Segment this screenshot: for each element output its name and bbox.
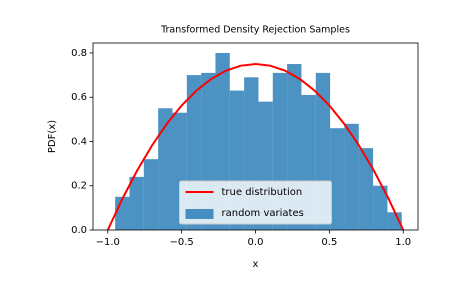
x-tick-label: 0.5 [321,237,337,248]
x-tick-label: −1.0 [96,237,120,248]
x-tick-label: 1.0 [395,237,411,248]
histogram-bar [158,108,173,230]
x-axis-label: x [253,259,259,270]
y-tick-label: 0.4 [71,136,87,147]
histogram-bar [358,148,374,230]
histogram-bar [330,128,345,230]
y-tick-label: 0.8 [71,48,87,59]
histogram-bar [387,212,402,230]
y-tick-label: 0.6 [71,92,87,103]
x-tick-label: 0.0 [248,237,264,248]
line [106,63,405,231]
histogram-bar [143,159,159,230]
legend-label: true distribution [222,187,303,198]
histogram-bar [115,196,130,230]
y-tick-label: 0.0 [71,225,87,236]
histogram-bar [129,176,144,230]
histogram-bar [373,185,388,230]
legend-box [179,180,332,225]
x-tick-label: −0.5 [169,237,193,248]
legend: true distribution random variates [179,180,332,225]
histogram-bar [344,123,359,230]
y-axis-label: PDF(x) [47,120,58,153]
legend-label: random variates [222,208,304,219]
legend-swatch [185,209,214,219]
chart-title: Transformed Density Rejection Samples [160,25,350,36]
y-tick-label: 0.2 [71,181,87,192]
